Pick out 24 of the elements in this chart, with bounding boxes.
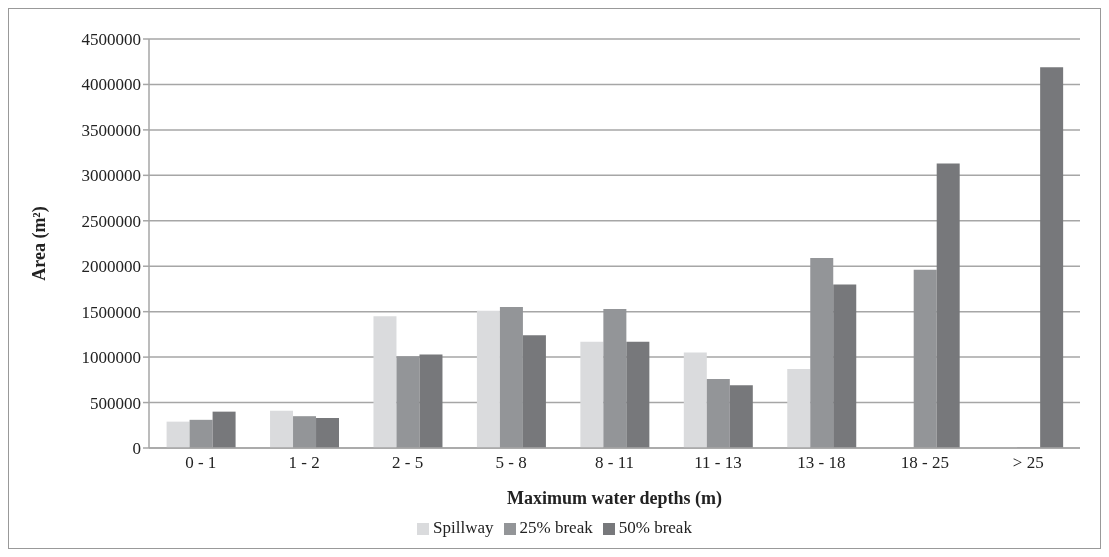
legend-label: 25% break: [519, 518, 593, 537]
legend-label: Spillway: [433, 518, 494, 537]
x-tick-label: > 25: [1012, 453, 1044, 473]
x-tick-label: 0 - 1: [185, 453, 217, 473]
y-tick-label: 1000000: [81, 348, 141, 368]
y-axis-title: Area (m²): [29, 206, 51, 281]
x-axis-title: Maximum water depths (m): [506, 488, 723, 509]
x-tick-label: 2 - 5: [392, 453, 424, 473]
y-tick-label: 3500000: [81, 120, 141, 140]
x-tick-label: 18 - 25: [900, 453, 949, 473]
y-tick-label: 4500000: [81, 30, 141, 50]
x-tick-label: 8 - 11: [594, 453, 635, 473]
y-tick-label: 1500000: [81, 302, 141, 322]
y-tick-label: 0: [132, 439, 141, 459]
x-tick-label: 11 - 13: [694, 453, 742, 473]
y-tick-label: 500000: [90, 393, 141, 413]
y-tick-label: 4000000: [81, 75, 141, 95]
y-tick-label: 3000000: [81, 166, 141, 186]
y-tick-label: 2000000: [81, 257, 141, 277]
y-tick-label: 2500000: [81, 211, 141, 231]
x-tick-label: 5 - 8: [495, 453, 527, 473]
legend-label: 50% break: [618, 518, 692, 537]
x-tick-label: 1 - 2: [288, 453, 320, 473]
x-tick-label: 13 - 18: [797, 453, 846, 473]
